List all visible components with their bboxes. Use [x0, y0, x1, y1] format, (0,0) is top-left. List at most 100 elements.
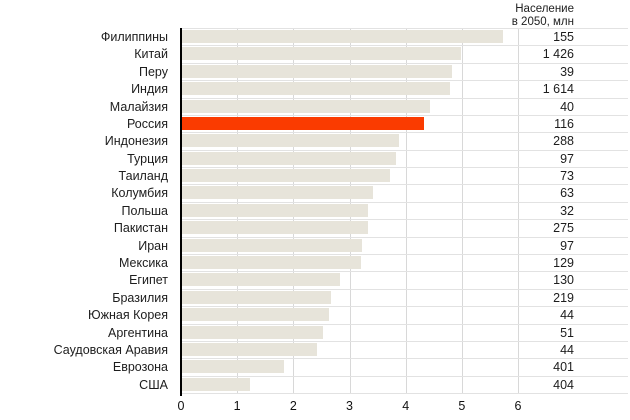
- value-label: 40: [560, 99, 574, 114]
- bar: [182, 169, 391, 183]
- row-separator-line: [181, 236, 628, 238]
- row-separator-line: [181, 114, 628, 116]
- row-separator-line: [181, 184, 628, 186]
- category-label: Мексика: [118, 256, 168, 270]
- bar: [182, 342, 317, 356]
- value-label: 116: [554, 116, 574, 131]
- value-label: 73: [560, 169, 574, 184]
- value-label: 32: [560, 203, 574, 218]
- gridline-x6: [518, 28, 520, 394]
- bar: [182, 308, 329, 322]
- category-label: Еврозона: [112, 360, 168, 375]
- bar: [182, 47, 461, 61]
- bar: [182, 256, 361, 269]
- row-separator-line: [181, 358, 628, 360]
- category-label: Саудовская Аравия: [53, 342, 168, 357]
- category-label: Таиланд: [118, 169, 168, 184]
- row-separator-line: [181, 167, 628, 169]
- x-tick-label: 6: [514, 399, 522, 414]
- gridline-x4: [405, 28, 407, 394]
- bar: [182, 273, 340, 287]
- row-separator-line: [181, 97, 628, 99]
- value-column-header: Население в 2050, млн: [512, 3, 574, 28]
- value-label: 63: [560, 186, 574, 201]
- x-tick-label: 3: [346, 399, 353, 414]
- row-separator-line: [181, 149, 628, 151]
- value-label: 219: [553, 290, 574, 305]
- row-separator-line: [181, 393, 628, 395]
- category-label: Турция: [127, 151, 168, 166]
- value-label: 44: [560, 342, 574, 357]
- row-separator-line: [181, 375, 628, 377]
- row-separator-line: [181, 323, 628, 325]
- value-label: 129: [553, 256, 574, 270]
- bar: [182, 203, 369, 217]
- row-separator-line: [181, 340, 628, 342]
- row-separator-line: [181, 28, 628, 29]
- category-label: Индонезия: [104, 134, 168, 149]
- row-separator-line: [181, 219, 628, 221]
- category-label: Бразилия: [112, 290, 168, 305]
- value-label: 44: [560, 308, 574, 323]
- row-separator-line: [181, 132, 628, 134]
- bar: [182, 238, 362, 252]
- bar: [182, 64, 453, 78]
- x-tick-label: 2: [289, 399, 297, 414]
- value-label: 97: [560, 151, 574, 166]
- category-label: Египет: [129, 273, 168, 288]
- value-label: 404: [553, 377, 574, 392]
- bar: [182, 186, 373, 200]
- bar: [182, 290, 331, 304]
- value-label: 288: [553, 134, 574, 149]
- bar: [182, 99, 430, 113]
- category-label: Аргентина: [108, 325, 168, 340]
- category-label: Колумбия: [111, 186, 168, 201]
- bar: [182, 360, 285, 374]
- y-axis-line: [180, 28, 182, 397]
- row-separator-line: [181, 306, 628, 308]
- category-label: Россия: [127, 116, 168, 131]
- bar: [182, 30, 503, 43]
- category-label: Пакистан: [113, 221, 168, 236]
- category-label: Иран: [138, 238, 168, 253]
- value-column-header-line2: в 2050, млн: [511, 15, 574, 28]
- bar: [182, 377, 250, 391]
- value-label: 51: [560, 325, 574, 340]
- row-separator-line: [181, 201, 628, 203]
- x-tick-label: 4: [402, 399, 410, 414]
- value-label: 97: [560, 238, 574, 253]
- x-tick-label: 1: [233, 399, 241, 414]
- category-label: Южная Корея: [88, 308, 168, 323]
- category-label: Филиппины: [100, 30, 168, 44]
- category-label: Перу: [139, 64, 168, 79]
- category-label: Польша: [121, 203, 168, 218]
- bar: [182, 82, 450, 96]
- value-label: 275: [553, 221, 574, 236]
- bar: [182, 221, 368, 235]
- row-separator-line: [181, 45, 628, 47]
- value-label: 401: [553, 360, 574, 375]
- row-separator-line: [181, 254, 628, 255]
- category-label: США: [139, 377, 168, 392]
- category-label: Китай: [134, 47, 168, 62]
- value-label: 155: [553, 30, 574, 44]
- category-label: Малайзия: [109, 99, 168, 114]
- row-separator-line: [181, 62, 628, 64]
- bar-highlighted-россия: [182, 116, 425, 130]
- bar: [182, 134, 400, 148]
- value-label: 1 614: [542, 82, 574, 97]
- x-tick-label: 5: [458, 399, 466, 414]
- gridline-x5: [461, 28, 463, 394]
- category-label: Индия: [131, 82, 168, 97]
- bar: [182, 325, 323, 339]
- row-separator-line: [181, 271, 628, 273]
- value-label: 130: [553, 273, 574, 288]
- row-separator-line: [181, 80, 628, 82]
- value-column-header-line1: Население: [515, 3, 574, 15]
- value-label: 39: [560, 64, 574, 79]
- bar: [182, 151, 396, 165]
- row-separator-line: [181, 288, 628, 290]
- value-label: 1 426: [542, 47, 574, 62]
